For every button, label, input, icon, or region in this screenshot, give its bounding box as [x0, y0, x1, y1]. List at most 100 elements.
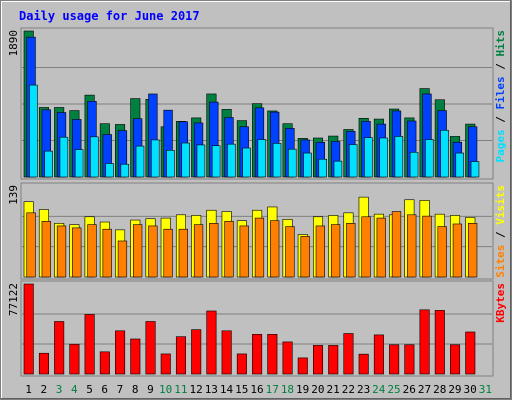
x-tick-label: 2	[41, 383, 48, 396]
bar-kbytes-day-23	[358, 353, 369, 375]
bar-pages-day-16	[257, 139, 267, 178]
x-tick-label: 15	[235, 383, 248, 396]
bar-sites-day-27	[422, 215, 432, 278]
bar-kbytes-day-27	[419, 309, 430, 375]
bar-kbytes-day-10	[160, 353, 171, 375]
x-tick-label: 6	[101, 383, 108, 396]
bar-kbytes-day-4	[69, 343, 80, 375]
bar-sites-day-16	[254, 217, 265, 278]
bar-pages-day-30	[470, 161, 480, 178]
bar-sites-day-28	[437, 226, 447, 278]
bar-kbytes-day-2	[38, 352, 49, 375]
legend-entry-files: Files	[494, 76, 507, 109]
bar-kbytes-day-24	[373, 334, 384, 375]
x-tick-label: 12	[189, 383, 202, 396]
bar-kbytes-day-28	[434, 310, 445, 375]
x-tick-label: 8	[132, 383, 139, 396]
bar-sites-day-11	[178, 228, 188, 278]
bar-kbytes-day-8	[130, 338, 141, 375]
bar-kbytes-day-19	[297, 357, 308, 375]
bar-kbytes-day-18	[282, 341, 293, 375]
bar-kbytes-day-7	[115, 330, 126, 375]
x-tick-label: 3	[56, 383, 63, 396]
bar-pages-day-15	[242, 147, 251, 178]
bar-kbytes-day-17	[267, 334, 278, 375]
y-max-label: 77122	[7, 283, 20, 316]
bar-kbytes-day-20	[312, 345, 324, 375]
bar-sites-day-25	[391, 211, 402, 278]
bar-pages-day-19	[303, 152, 312, 178]
bar-pages-day-21	[333, 160, 343, 178]
x-tick-label: 24	[372, 383, 386, 396]
bar-kbytes-day-16	[252, 334, 263, 375]
x-tick-label: 21	[327, 383, 340, 396]
legend-entry-hits: Hits	[494, 30, 507, 57]
bar-sites-day-2	[41, 221, 51, 278]
bar-sites-day-9	[148, 225, 158, 278]
bar-pages-day-29	[455, 152, 465, 178]
bar-kbytes-day-11	[175, 336, 186, 375]
bar-sites-day-22	[346, 223, 356, 278]
bar-pages-day-22	[348, 144, 358, 178]
y-max-label: 139	[7, 185, 20, 205]
x-tick-label: 1	[25, 383, 32, 396]
bar-sites-day-29	[452, 223, 463, 278]
bar-kbytes-day-26	[404, 344, 415, 375]
bar-kbytes-day-1	[23, 283, 34, 375]
bar-sites-day-23	[361, 216, 371, 278]
x-tick-label: 5	[86, 383, 93, 396]
x-tick-label: 9	[147, 383, 154, 396]
bar-kbytes-day-29	[450, 344, 461, 375]
bar-sites-day-30	[467, 223, 478, 278]
bar-kbytes-day-30	[465, 331, 476, 375]
bar-pages-day-1	[29, 84, 38, 178]
x-tick-label: 29	[448, 383, 461, 396]
bar-pages-day-3	[59, 136, 69, 178]
bar-kbytes-day-22	[343, 333, 354, 375]
bar-sites-day-6	[102, 228, 112, 278]
legend-kbytes: KBytes	[494, 283, 507, 323]
bar-pages-day-20	[318, 158, 327, 178]
bar-kbytes-day-14	[221, 330, 232, 375]
bar-pages-day-11	[181, 142, 190, 178]
bar-pages-day-8	[135, 145, 145, 178]
bar-kbytes-day-13	[206, 310, 217, 375]
bar-sites-day-3	[56, 225, 67, 278]
x-tick-label: 4	[71, 383, 78, 396]
legend-hits: Pages / Files / Hits	[494, 30, 507, 163]
x-tick-label: 20	[311, 383, 324, 396]
bar-pages-day-12	[196, 144, 206, 178]
bar-pages-day-25	[394, 136, 404, 178]
x-tick-label: 26	[403, 383, 416, 396]
legend-entry-kbytes: KBytes	[494, 283, 507, 323]
x-tick-label: 28	[433, 383, 446, 396]
bar-kbytes-day-3	[54, 321, 65, 375]
legend-entry-pages: Pages	[494, 129, 507, 162]
x-tick-label: 25	[387, 383, 400, 396]
panel-frame	[20, 27, 494, 180]
legend-visits: Sites / Visits	[494, 185, 507, 278]
bar-kbytes-day-12	[191, 329, 202, 375]
legend-entry-visits: Visits	[494, 185, 507, 225]
panel-kbytes: 77122	[7, 280, 494, 377]
bar-pages-day-13	[211, 145, 221, 178]
x-tick-label: 13	[205, 383, 218, 396]
bar-pages-day-23	[364, 137, 373, 178]
bar-sites-day-7	[117, 240, 128, 278]
chart-title: Daily usage for June 2017	[19, 9, 200, 23]
bar-sites-day-20	[315, 225, 326, 278]
x-tick-label: 11	[174, 383, 187, 396]
bar-pages-day-7	[120, 163, 130, 178]
bar-pages-day-17	[272, 143, 282, 178]
bar-pages-day-24	[379, 137, 388, 178]
x-tick-label: 17	[266, 383, 279, 396]
legend-entry-sites: Sites	[494, 245, 507, 278]
legend-separator: /	[494, 57, 507, 77]
bar-kbytes-day-9	[145, 321, 156, 375]
bar-pages-day-28	[440, 129, 449, 178]
bar-pages-day-4	[74, 149, 84, 178]
bar-kbytes-day-21	[328, 345, 339, 375]
x-tick-label: 16	[250, 383, 263, 396]
